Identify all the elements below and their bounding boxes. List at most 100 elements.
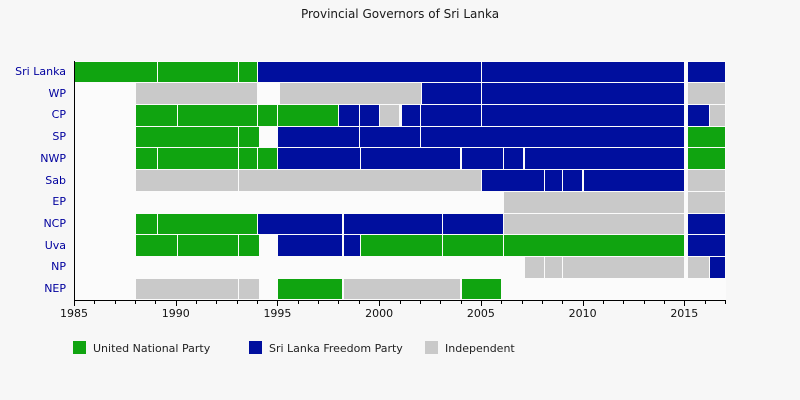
x-axis-minor-tick — [419, 301, 421, 304]
x-axis-tick-label: 1985 — [60, 307, 88, 320]
legend-swatch-ind — [425, 341, 438, 354]
timeline-bar-segment — [238, 278, 259, 300]
timeline-bar-segment — [504, 235, 685, 257]
timeline-bar-segment — [238, 126, 259, 148]
timeline-bar-segment — [688, 83, 725, 104]
y-axis-label: WP — [48, 86, 66, 100]
x-axis-minor-tick — [257, 301, 259, 304]
timeline-bar-segment — [688, 170, 725, 191]
y-axis-label: EP — [52, 195, 66, 209]
x-axis-major-tick — [582, 301, 584, 306]
timeline-bar-segment — [563, 257, 685, 278]
legend-label: Independent — [445, 342, 515, 355]
timeline-bar-segment — [481, 61, 685, 83]
timeline-bar-segment — [688, 213, 725, 235]
x-axis-major-tick — [74, 301, 75, 306]
timeline-bar-segment — [360, 235, 443, 257]
timeline-bar-segment — [136, 213, 158, 235]
legend-swatch-slfp — [249, 341, 262, 354]
timeline-bar-segment — [136, 278, 238, 300]
x-axis-minor-tick — [521, 301, 523, 304]
timeline-bar-segment — [481, 170, 544, 191]
timeline-bar-segment — [359, 104, 379, 126]
timeline-bar-segment — [75, 61, 158, 83]
timeline-bar-segment — [421, 83, 481, 104]
timeline-bar-segment — [158, 61, 238, 83]
legend-label: United National Party — [93, 342, 211, 355]
x-axis-minor-tick — [623, 301, 625, 304]
x-axis-minor-tick — [704, 301, 706, 304]
timeline-bar-segment — [238, 61, 257, 83]
timeline-bar-segment — [278, 104, 339, 126]
timeline-bar-segment — [504, 191, 685, 213]
y-axis-label: NEP — [44, 282, 66, 296]
x-axis-minor-tick — [643, 301, 645, 304]
x-axis-major-tick — [480, 301, 482, 306]
timeline-bar-segment — [238, 170, 481, 191]
y-axis-label: Sab — [45, 173, 66, 187]
timeline-bar-segment — [544, 257, 563, 278]
timeline-bar-segment — [420, 126, 685, 148]
x-axis-tick-label: 1995 — [263, 307, 292, 320]
timeline-bar-segment — [524, 148, 685, 170]
legend-label: Sri Lanka Freedom Party — [269, 342, 403, 355]
x-axis-major-tick — [277, 301, 279, 306]
y-axis-label: Uva — [44, 238, 66, 252]
timeline-bar-segment — [504, 213, 685, 235]
x-axis-major-tick — [175, 301, 177, 306]
x-axis-minor-tick — [114, 301, 116, 304]
timeline-bar-segment — [238, 148, 257, 170]
timeline-bar-segment — [136, 83, 257, 104]
timeline-bar-segment — [280, 83, 421, 104]
timeline-bar-segment — [688, 61, 725, 83]
timeline-bar-segment — [709, 257, 725, 278]
plot-area — [74, 61, 726, 301]
timeline-bar-segment — [238, 235, 259, 257]
x-axis-minor-tick — [236, 301, 238, 304]
timeline-bar-segment — [688, 148, 725, 170]
timeline-bar-segment — [688, 191, 725, 213]
timeline-bar-segment — [380, 104, 400, 126]
timeline-bar-segment — [136, 104, 177, 126]
timeline-bar-segment — [544, 170, 563, 191]
timeline-bar-segment — [401, 104, 420, 126]
x-axis-tick-label: 2000 — [365, 307, 394, 320]
timeline-bar-segment — [136, 235, 177, 257]
y-axis-label: NWP — [40, 151, 66, 165]
x-axis-minor-tick — [460, 301, 462, 304]
x-axis-tick-label: 2015 — [670, 307, 699, 320]
y-axis-label: Sri Lanka — [15, 64, 66, 78]
x-axis-tick-label: 2005 — [466, 307, 495, 320]
timeline-bar-segment — [504, 148, 524, 170]
x-axis-minor-tick — [725, 301, 726, 304]
timeline-bar-segment — [420, 104, 481, 126]
timeline-bar-segment — [136, 148, 158, 170]
x-axis-minor-tick — [541, 301, 543, 304]
timeline-bar-segment — [258, 61, 481, 83]
timeline-bar-segment — [709, 104, 725, 126]
timeline-bar-segment — [158, 213, 257, 235]
x-axis-minor-tick — [216, 301, 218, 304]
timeline-bar-segment — [343, 278, 461, 300]
x-axis-tick-label: 2010 — [568, 307, 597, 320]
timeline-bar-segment — [343, 213, 443, 235]
timeline-bar-segment — [688, 126, 725, 148]
timeline-bar-segment — [688, 104, 709, 126]
timeline-bar-segment — [583, 170, 685, 191]
timeline-bar-segment — [258, 104, 278, 126]
timeline-bar-segment — [343, 235, 360, 257]
timeline-bar-segment — [461, 148, 504, 170]
x-axis-minor-tick — [196, 301, 198, 304]
y-axis-label: CP — [51, 108, 66, 122]
x-axis-minor-tick — [602, 301, 604, 304]
x-axis-tick-label: 1990 — [161, 307, 190, 320]
y-axis-label: SP — [52, 130, 66, 144]
x-axis-major-tick — [379, 301, 381, 306]
y-axis-label: NCP — [43, 216, 66, 230]
timeline-bar-segment — [688, 257, 709, 278]
timeline-bar-segment — [258, 148, 278, 170]
timeline-bar-segment — [278, 278, 343, 300]
timeline-bar-segment — [136, 170, 238, 191]
timeline-bar-segment — [136, 126, 238, 148]
